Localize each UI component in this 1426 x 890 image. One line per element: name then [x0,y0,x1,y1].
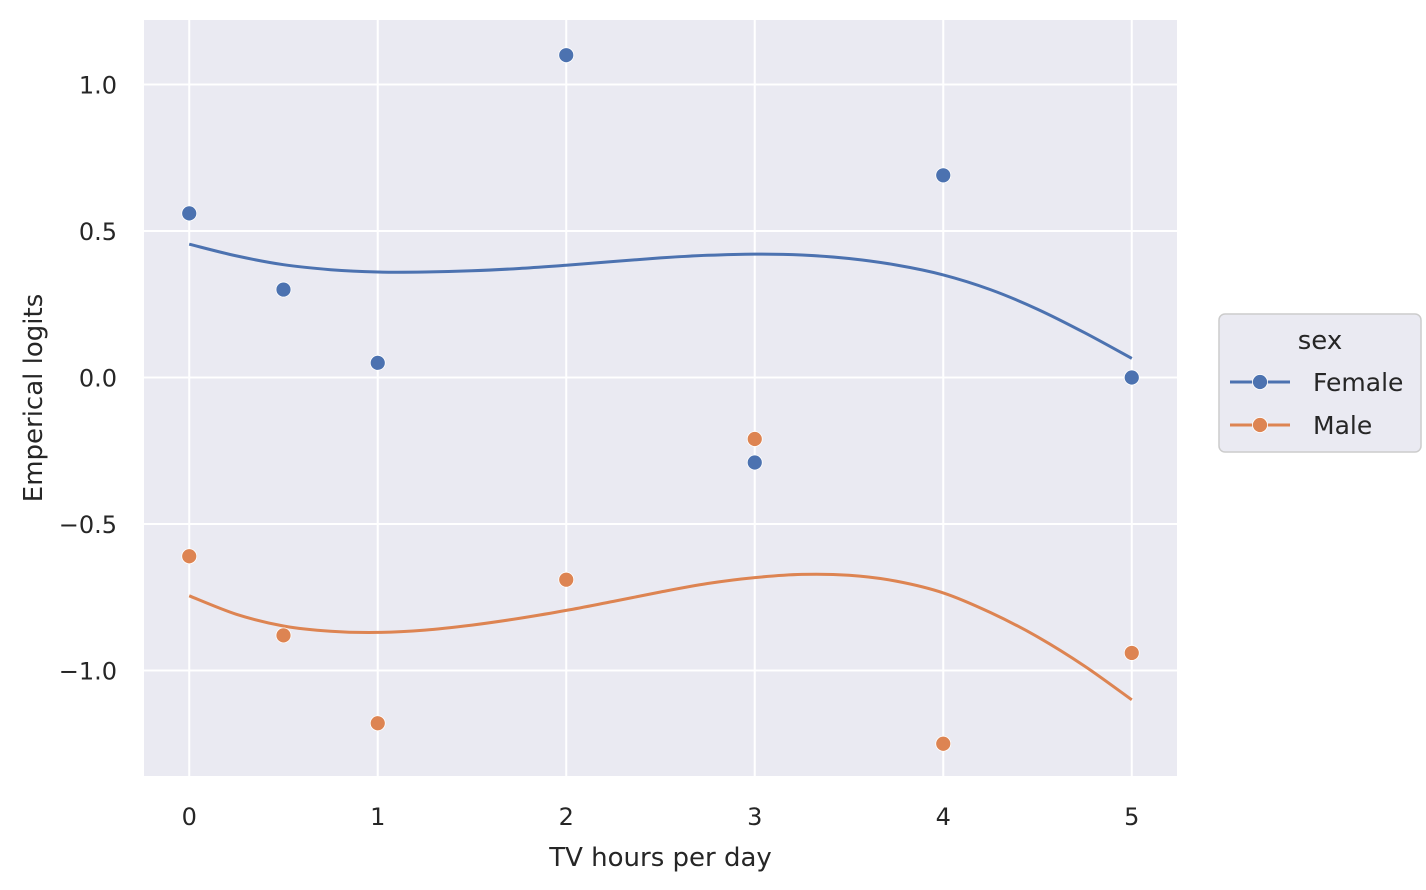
grid-lines [144,20,1177,776]
male-legend-marker [1252,417,1268,433]
y-tick-label: 0.0 [79,364,117,392]
female-data-point [558,47,575,64]
female-legend-marker [1252,374,1268,390]
fit-lines [188,242,1133,702]
data-points [181,47,1140,752]
x-tick-label: 4 [936,803,951,831]
legend-box [1218,313,1422,453]
male-data-point [935,735,952,752]
male-data-point [181,548,198,565]
legend-title: sex [1298,326,1342,356]
y-axis-title: Emperical logits [19,294,49,502]
female-legend-label: Female [1313,368,1403,397]
male-legend-label: Male [1313,411,1372,440]
x-tick-label: 5 [1124,803,1139,831]
y-tick-label: −1.0 [59,658,117,686]
x-tick-label: 3 [747,803,762,831]
y-tick-label: 0.5 [79,218,117,246]
legend-items: Female Male [1230,368,1403,440]
female-data-point [369,354,386,371]
female-data-point [746,454,763,471]
x-axis-title: TV hours per day [548,843,772,873]
y-tick-label: 1.0 [79,71,117,99]
x-tick-label: 0 [182,803,197,831]
male-data-point [369,715,386,732]
female-data-point [275,281,292,298]
female-fit-line [188,242,1133,360]
male-data-point [558,571,575,588]
x-tick-label: 2 [559,803,574,831]
x-tick-label: 1 [370,803,385,831]
female-data-point [181,205,198,222]
female-data-point [935,167,952,184]
male-fit-line [188,572,1133,702]
y-tick-label: −0.5 [59,511,117,539]
x-tick-labels: 0 1 2 3 4 5 [182,803,1140,831]
plot-background [144,20,1177,776]
male-data-point [275,627,292,644]
male-data-point [1123,645,1140,661]
y-tick-labels: −1.0 −0.5 0.0 0.5 1.0 [59,71,117,685]
male-data-point [746,431,763,447]
legend: sex Female Male [1218,313,1422,453]
female-data-point [1123,369,1140,386]
